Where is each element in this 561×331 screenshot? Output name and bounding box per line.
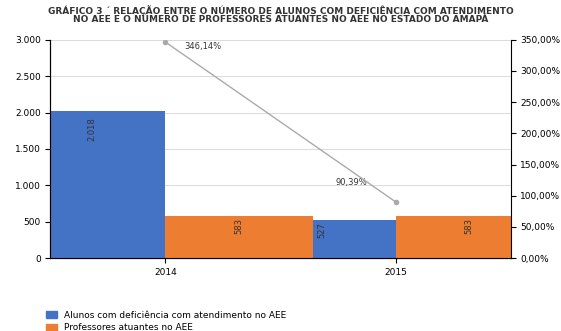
- Bar: [249, 220, 396, 258]
- Text: 527: 527: [318, 222, 327, 238]
- Legend: Alunos com deficiência com atendimento no AEE, Professores atuantes no AEE, Perc: Alunos com deficiência com atendimento n…: [46, 311, 501, 331]
- Text: GRÁFICO 3 ´ RELAÇÃO ENTRE O NÚMERO DE ALUNOS COM DEFICIÊNCIA COM ATENDIMENTO: GRÁFICO 3 ´ RELAÇÃO ENTRE O NÚMERO DE AL…: [48, 5, 513, 16]
- Text: 583: 583: [465, 218, 473, 234]
- Bar: [19, 111, 165, 258]
- Text: 90,39%: 90,39%: [335, 178, 367, 187]
- Bar: [165, 216, 312, 258]
- Text: 2.018: 2.018: [88, 117, 96, 141]
- Bar: [396, 216, 542, 258]
- Text: 346,14%: 346,14%: [184, 42, 221, 51]
- Text: 583: 583: [234, 218, 243, 234]
- Text: NO AEE E O NÚMERO DE PROFESSORES ATUANTES NO AEE NO ESTADO DO AMAPÁ: NO AEE E O NÚMERO DE PROFESSORES ATUANTE…: [73, 15, 488, 24]
